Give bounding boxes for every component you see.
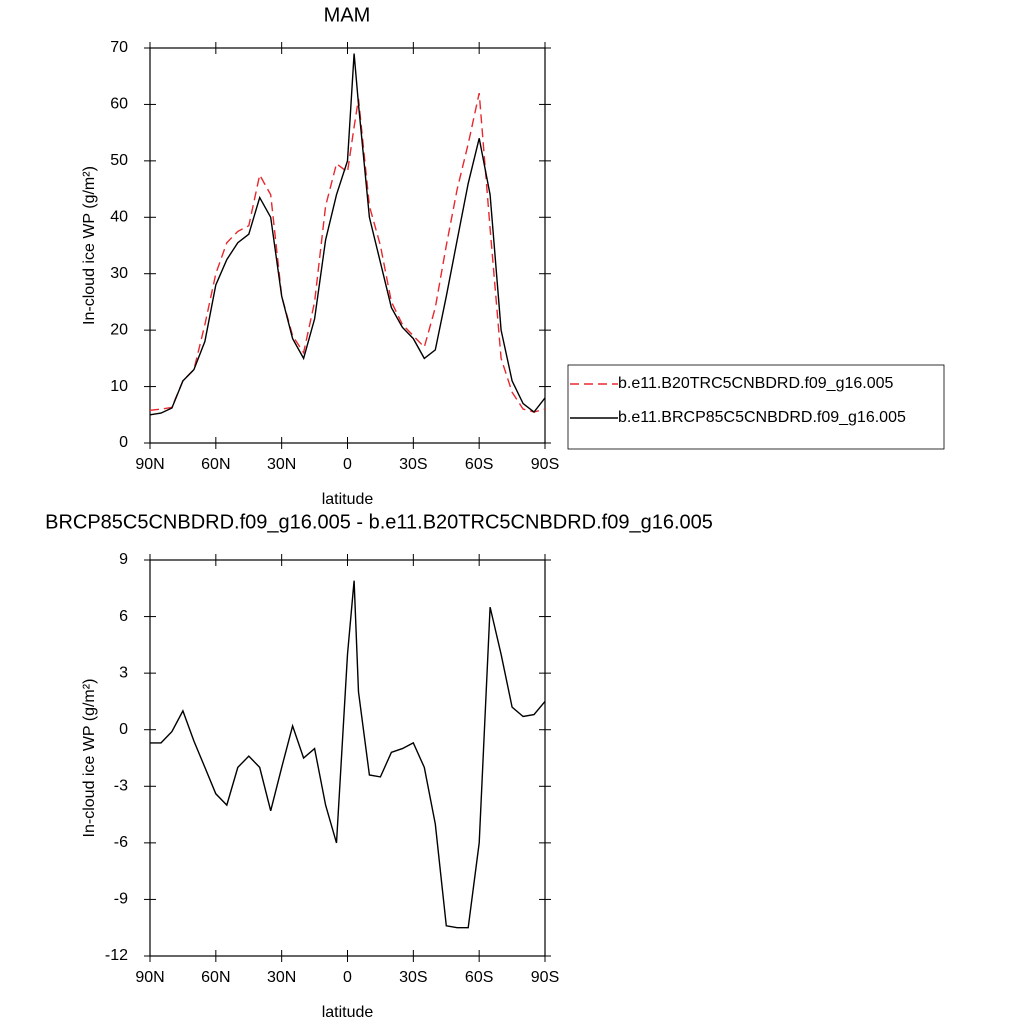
y-tick-label: 9 — [119, 551, 128, 568]
y-axis-label: In-cloud ice WP (g/m²) — [81, 166, 98, 325]
series-line — [149, 53, 546, 416]
x-tick-label: 60S — [465, 969, 493, 986]
legend-box — [567, 364, 945, 450]
y-tick-label: 6 — [119, 608, 128, 625]
y-tick-label: -6 — [114, 834, 128, 851]
plot-frame — [149, 47, 546, 444]
x-tick-label: 30S — [399, 969, 427, 986]
x-tick-label: 90N — [135, 969, 164, 986]
x-tick-label: 30S — [399, 456, 427, 473]
y-tick-label: 0 — [119, 434, 128, 451]
x-tick-label: 30N — [267, 969, 296, 986]
x-axis-label: latitude — [322, 1004, 374, 1021]
y-tick-label: 10 — [110, 378, 128, 395]
y-axis-label: In-cloud ice WP (g/m²) — [81, 679, 98, 838]
y-tick-label: 30 — [110, 265, 128, 282]
y-tick-label: -9 — [114, 891, 128, 908]
series-line — [150, 580, 546, 929]
x-tick-label: 60N — [201, 969, 230, 986]
y-tick-label: -12 — [105, 947, 128, 964]
x-tick-label: 90S — [531, 456, 559, 473]
x-tick-label: 60S — [465, 456, 493, 473]
x-tick-label: 90N — [135, 456, 164, 473]
x-tick-label: 0 — [343, 969, 352, 986]
y-tick-label: -3 — [114, 778, 128, 795]
chart-title: BRCP85C5CNBDRD.f09_g16.005 - b.e11.B20TR… — [45, 511, 713, 533]
x-axis-label: latitude — [322, 491, 374, 508]
y-tick-label: 60 — [110, 96, 128, 113]
x-tick-label: 0 — [343, 456, 352, 473]
series-line — [149, 92, 546, 413]
x-tick-label: 60N — [201, 456, 230, 473]
legend-label: b.e11.BRCP85C5CNBDRD.f09_g16.005 — [618, 409, 906, 426]
chart-title: MAM — [324, 4, 371, 26]
y-tick-label: 3 — [119, 664, 128, 681]
legend-label: b.e11.B20TRC5CNBDRD.f09_g16.005 — [618, 375, 894, 392]
x-tick-label: 30N — [267, 456, 296, 473]
y-tick-label: 70 — [110, 39, 128, 56]
x-tick-label: 90S — [531, 969, 559, 986]
y-tick-label: 20 — [110, 321, 128, 338]
y-tick-label: 40 — [110, 209, 128, 226]
plot-frame — [149, 559, 546, 957]
y-tick-label: 50 — [110, 152, 128, 169]
y-tick-label: 0 — [119, 721, 128, 738]
